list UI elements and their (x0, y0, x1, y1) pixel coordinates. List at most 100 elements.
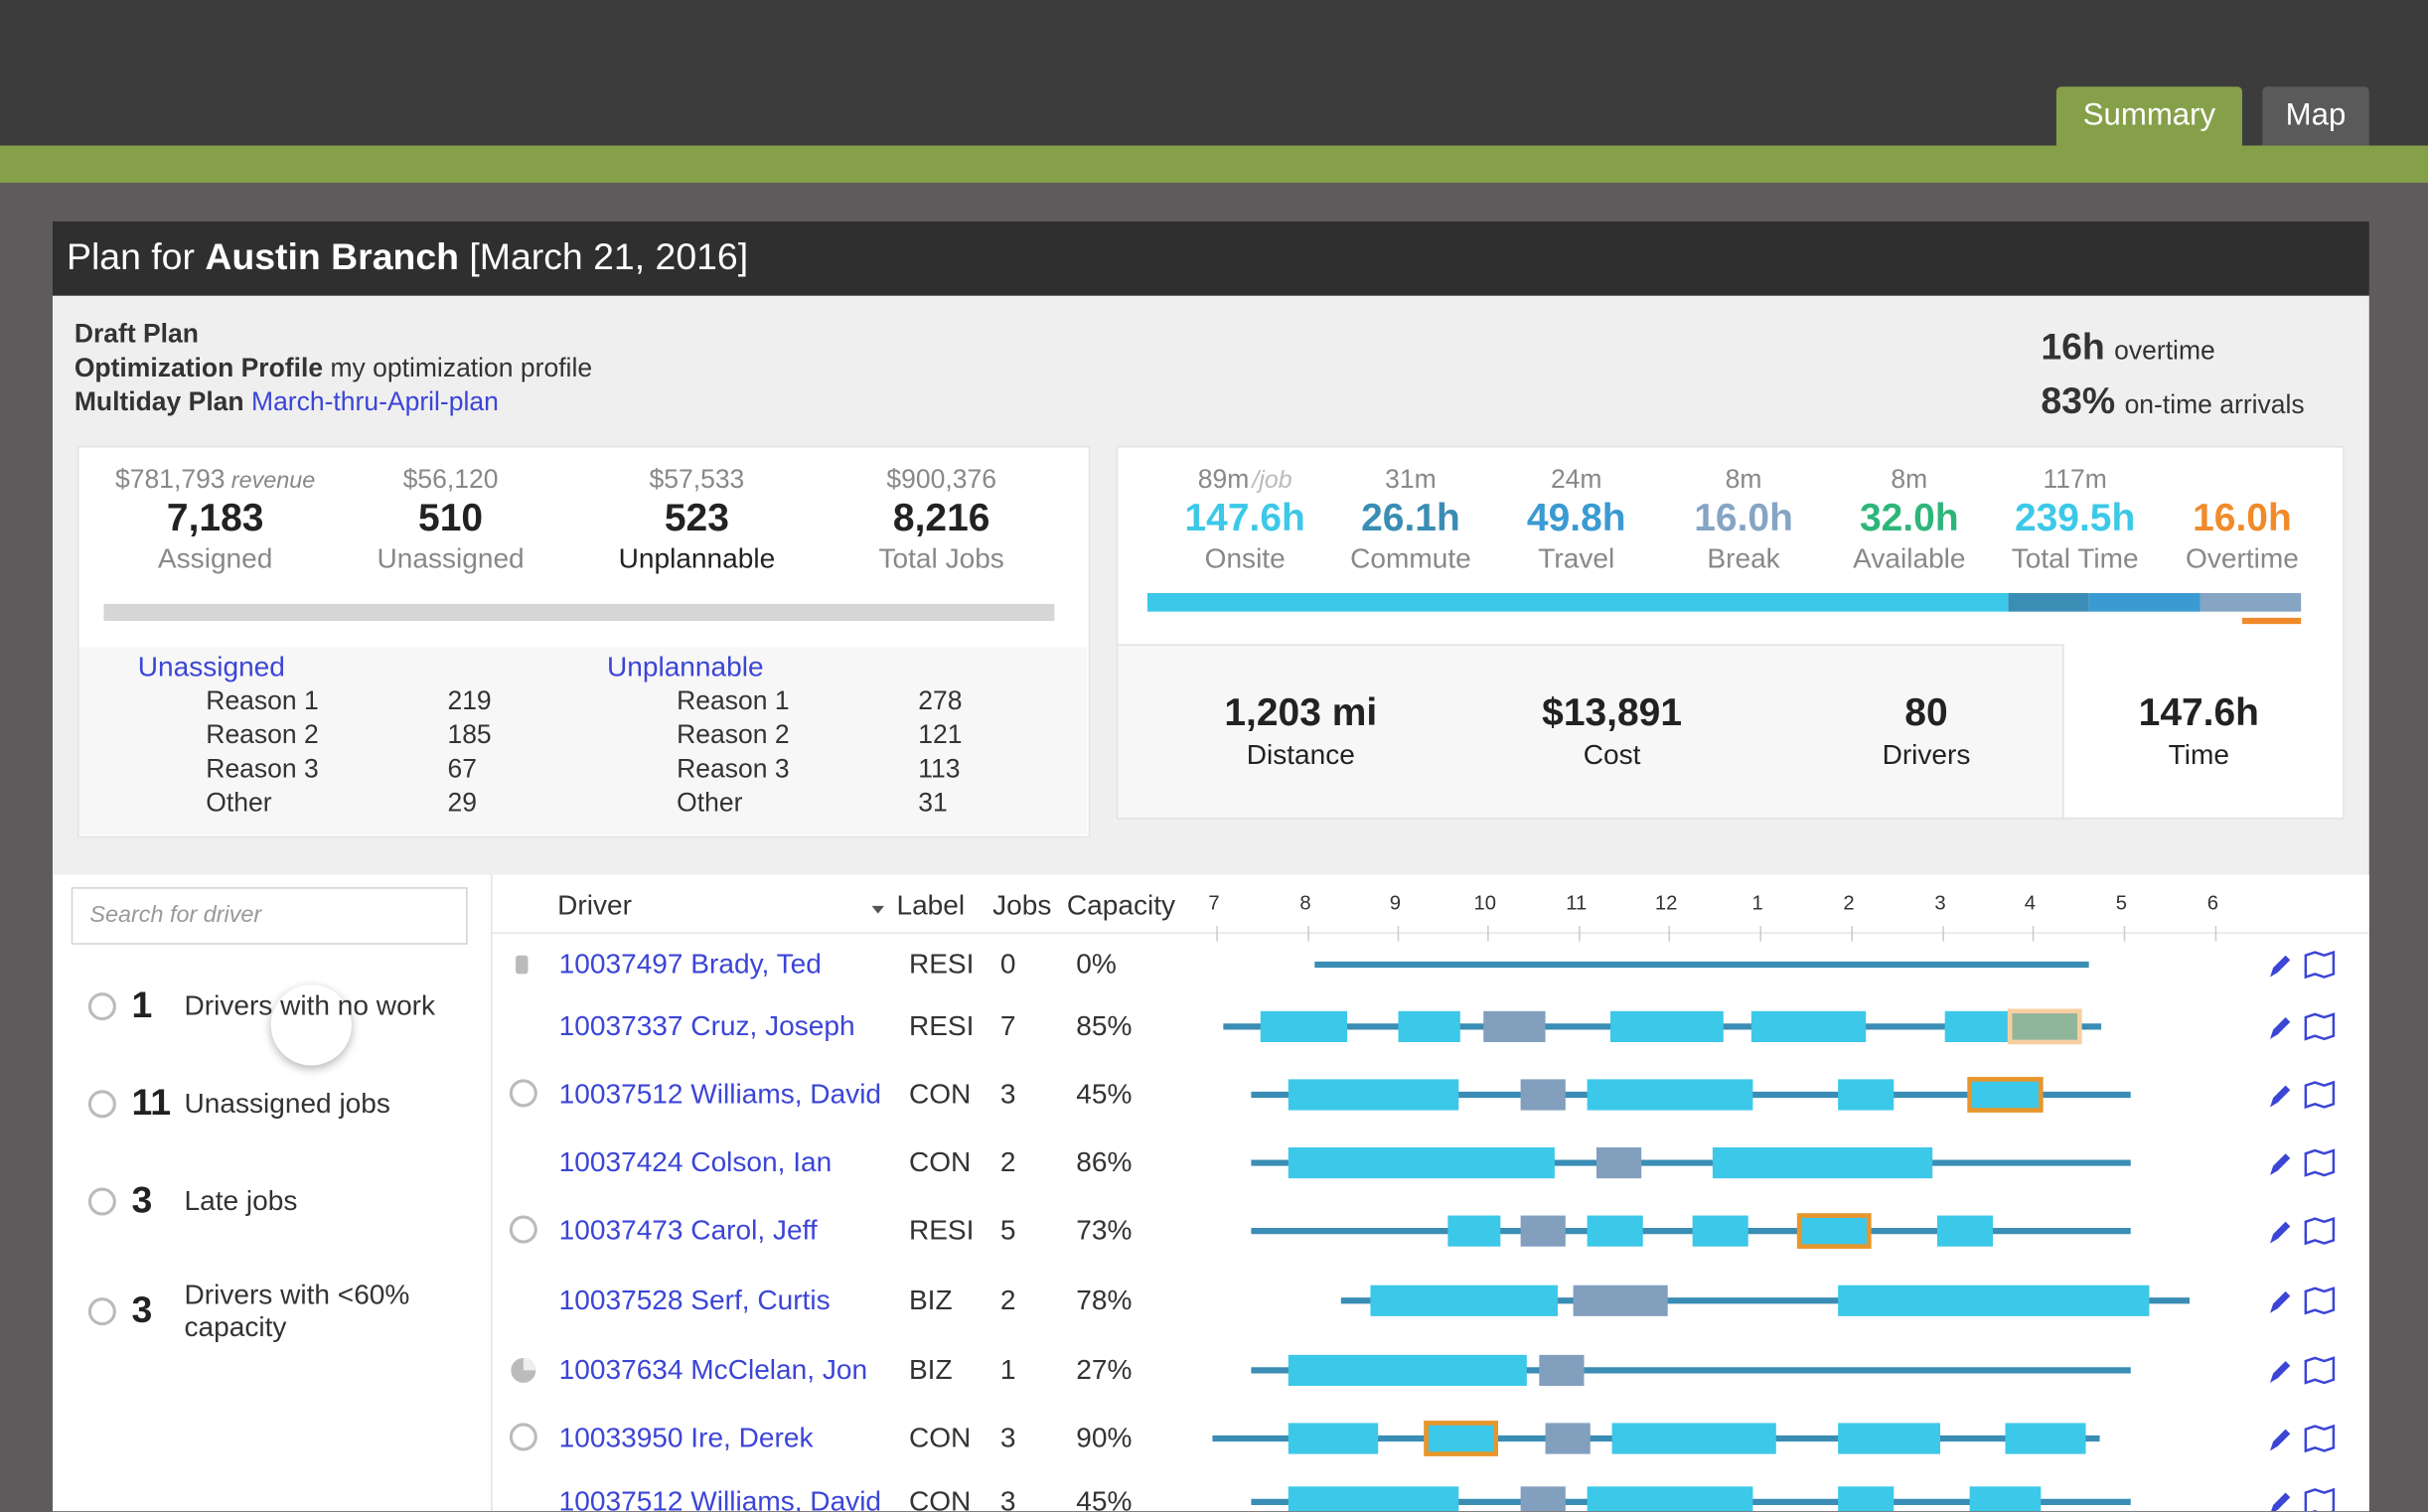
tab[interactable] (2055, 86, 2242, 146)
job-block (1936, 1215, 1994, 1247)
total-value: 147.6h (2138, 690, 2259, 735)
row-capacity: 0% (1076, 948, 1117, 980)
hour-label: 8 (1299, 891, 1311, 915)
reason-title-link[interactable]: Unassigned (137, 651, 285, 682)
time-bar-segment (1146, 592, 2009, 612)
time-note: /job (1252, 467, 1292, 495)
map-icon (2304, 1487, 2336, 1512)
reason-count: 31 (918, 788, 948, 818)
sidebar (52, 874, 493, 1512)
driver-link[interactable]: 10033950 Ire, Derek (558, 1422, 814, 1453)
column-header: Driver (557, 889, 632, 921)
job-block (1398, 1010, 1460, 1042)
alert-count: 3 (131, 1289, 153, 1332)
jobs-bar (103, 603, 1055, 622)
driver-link[interactable]: 10037634 McClelan, Jon (558, 1354, 868, 1386)
row-jobs: 3 (999, 1485, 1016, 1512)
driver-link[interactable]: 10037424 Colson, Ian (558, 1146, 833, 1178)
job-block (1573, 1285, 1668, 1316)
driver-link[interactable]: 10037497 Brady, Ted (558, 948, 822, 980)
job-block (1288, 1423, 1379, 1454)
hour-label: 7 (1208, 891, 1220, 915)
row-jobs: 7 (999, 1010, 1016, 1042)
reason-count: 185 (447, 719, 492, 750)
row-jobs: 2 (999, 1146, 1016, 1178)
row-jobs: 5 (999, 1214, 1016, 1246)
driver-table (492, 874, 2369, 1512)
reason-label: Reason 3 (677, 754, 790, 784)
total-label: Distance (1246, 739, 1355, 771)
time-top: 8m (1891, 464, 1928, 495)
stat-value: 8,216 (892, 496, 990, 540)
column-header: Capacity (1066, 889, 1176, 921)
map-icon (2304, 1080, 2336, 1110)
job-block (1838, 1285, 2150, 1316)
edit-icon (2270, 1290, 2291, 1313)
row-label: RESI (908, 1010, 975, 1042)
reason-title-link[interactable]: Unplannable (606, 651, 764, 682)
job-block (1587, 1486, 1753, 1512)
draft-label: Draft Plan (74, 319, 199, 349)
hour-label: 6 (2206, 891, 2218, 915)
reason-label: Other (677, 788, 743, 818)
plan-title: Plan for Austin Branch [March 21, 2016] (67, 236, 748, 280)
time-top: 117m (2043, 464, 2107, 495)
driver-link[interactable]: 10037473 Carol, Jeff (558, 1214, 818, 1246)
multiday-link[interactable]: March-thru-April-plan (250, 386, 499, 417)
driver-link[interactable]: 10037512 Williams, David (558, 1078, 882, 1110)
row-capacity: 45% (1076, 1078, 1133, 1110)
time-bar-segment (2200, 592, 2302, 612)
profile-label: Optimization Profile (74, 353, 324, 382)
edit-icon (2270, 1361, 2291, 1383)
row-jobs: 3 (999, 1078, 1016, 1110)
multiday-label: Multiday Plan (74, 386, 244, 417)
job-block (1288, 1079, 1459, 1111)
totals-area (1118, 644, 2064, 818)
plan-prefix: Plan for (67, 236, 195, 279)
stat-top: $781,793 revenue (115, 464, 316, 495)
job-block (1483, 1010, 1546, 1042)
tab-label[interactable]: Summary (2082, 97, 2216, 133)
row-jobs: 1 (999, 1354, 1016, 1386)
time-label: Break (1707, 542, 1780, 574)
tab-label[interactable]: Map (2285, 97, 2347, 133)
job-block (2007, 1008, 2082, 1045)
job-block (1370, 1285, 1559, 1316)
highlight-label: on-time arrivals (2124, 389, 2305, 420)
row-capacity: 86% (1076, 1146, 1133, 1178)
stat-label: Unplannable (618, 542, 776, 574)
time-top: 8m (1725, 464, 1762, 495)
time-value: 16.0h (1694, 496, 1793, 540)
job-block (1587, 1079, 1753, 1111)
hour-label: 5 (2115, 891, 2128, 915)
reason-count: 29 (447, 788, 477, 818)
search-box[interactable] (71, 887, 468, 945)
row-capacity: 27% (1076, 1354, 1133, 1386)
row-jobs: 0 (999, 948, 1016, 980)
total-label: Drivers (1882, 739, 1971, 771)
job-block (1595, 1146, 1642, 1179)
time-value: 26.1h (1361, 496, 1460, 540)
driver-link[interactable]: 10037337 Cruz, Joseph (558, 1010, 855, 1042)
reason-label: Reason 1 (677, 685, 790, 716)
hour-label: 9 (1389, 891, 1401, 915)
stat-label: Unassigned (377, 542, 525, 574)
job-block (1692, 1215, 1748, 1247)
alert-icon (87, 1187, 116, 1216)
tab[interactable] (2262, 86, 2369, 146)
job-block (1712, 1146, 1933, 1179)
time-label: Overtime (2186, 542, 2299, 574)
alert-count: 1 (131, 984, 153, 1027)
driver-link[interactable]: 10037528 Serf, Curtis (558, 1284, 831, 1316)
alert-label: Drivers with no work (184, 989, 436, 1021)
status-icon (509, 1423, 537, 1451)
column-header: Jobs (992, 889, 1052, 921)
reason-label: Reason 3 (206, 754, 319, 784)
time-label: Total Time (2011, 542, 2139, 574)
stat-value: 510 (418, 496, 484, 540)
driver-link[interactable]: 10037512 Williams, David (558, 1485, 882, 1512)
job-block (1447, 1215, 1501, 1247)
job-block (1520, 1486, 1566, 1512)
job-block (1424, 1421, 1499, 1456)
